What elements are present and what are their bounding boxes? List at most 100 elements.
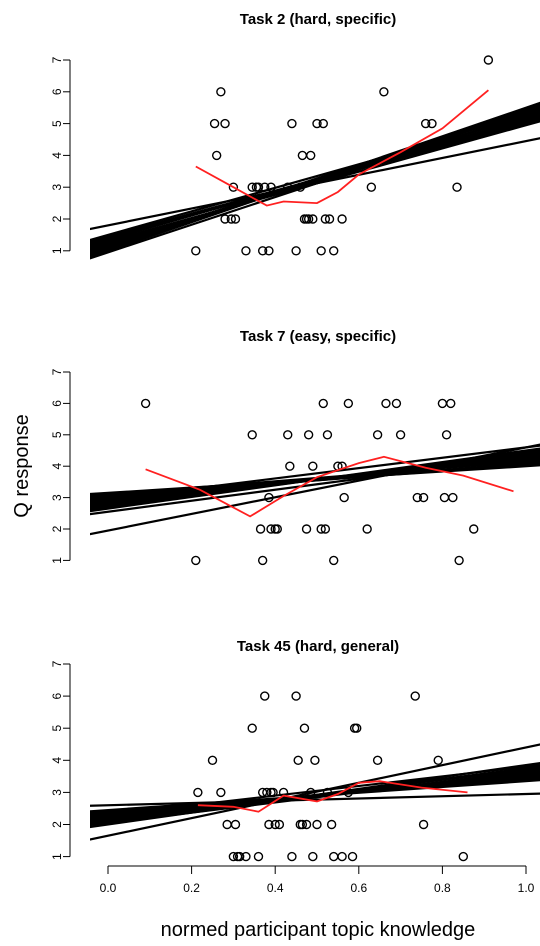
data-point [257, 246, 268, 256]
data-point [469, 524, 479, 534]
fit-lines [90, 101, 540, 260]
x-tick-label: 0.0 [100, 881, 117, 895]
y-tick-label: 1 [50, 247, 64, 254]
data-point [433, 755, 443, 765]
data-point [320, 524, 331, 534]
data-point [322, 787, 333, 798]
data-point [270, 819, 280, 830]
data-point [241, 851, 251, 862]
data-point [312, 118, 322, 129]
fit-lines [90, 743, 540, 841]
data-point [437, 398, 448, 409]
data-point [283, 182, 293, 192]
data-point [247, 182, 257, 192]
y-tick-label: 5 [50, 431, 64, 438]
data-point [454, 555, 464, 566]
data-point [326, 819, 337, 830]
data-point [318, 398, 328, 409]
x-tick-label: 0.2 [183, 881, 200, 895]
data-point [337, 851, 347, 862]
y-tick-label: 3 [50, 184, 64, 191]
data-point [379, 87, 389, 97]
data-point [287, 118, 297, 129]
data-point [347, 851, 358, 862]
data-point [211, 150, 222, 161]
data-point [308, 851, 318, 862]
data-point [228, 851, 239, 862]
data-points [140, 398, 479, 566]
data-point [268, 787, 278, 798]
data-point [253, 851, 264, 862]
data-point [260, 691, 270, 701]
y-tick-label: 3 [50, 789, 64, 796]
data-point [264, 819, 274, 830]
data-point [322, 430, 333, 440]
y-tick-label: 2 [50, 215, 64, 222]
x-axis: 0.0 0.2 0.4 0.6 0.8 1.0 [100, 865, 535, 895]
data-point [366, 182, 377, 192]
y-tick-label: 7 [50, 368, 64, 375]
data-point [272, 524, 282, 534]
data-point [226, 214, 237, 224]
y-axis: 1 2 3 4 5 6 7 [50, 660, 71, 860]
panel-1: Task 2 (hard, specific) 1 2 3 4 5 6 7 [50, 11, 540, 260]
data-point [293, 755, 303, 765]
smooth-curve [197, 780, 468, 813]
data-point [291, 691, 301, 701]
data-point [257, 555, 268, 566]
data-point [308, 461, 318, 471]
y-axis: 1 2 3 4 5 6 7 [50, 368, 71, 564]
data-point [343, 398, 354, 409]
data-point [247, 430, 257, 440]
data-point [441, 430, 452, 440]
data-point [283, 430, 293, 440]
data-point [255, 524, 266, 534]
data-point [306, 150, 316, 161]
data-point [448, 492, 458, 503]
fit-line [90, 120, 540, 248]
data-point [207, 755, 218, 765]
fit-line [90, 792, 540, 807]
data-point [427, 118, 437, 129]
data-point [329, 555, 339, 566]
data-point [410, 691, 420, 701]
y-tick-label: 2 [50, 821, 64, 828]
y-tick-label: 4 [50, 757, 64, 764]
data-point [337, 461, 347, 471]
data-point [362, 524, 372, 534]
data-point [253, 182, 264, 192]
data-point [191, 555, 201, 566]
data-point [324, 214, 335, 224]
y-tick-label: 1 [50, 853, 64, 860]
data-point [439, 492, 450, 503]
y-tick-label: 7 [50, 660, 64, 667]
panel-title: Task 2 (hard, specific) [240, 11, 396, 28]
data-point [372, 430, 383, 440]
fit-line [90, 453, 540, 516]
fit-lines [90, 443, 540, 536]
data-point [274, 819, 285, 830]
data-point [306, 787, 316, 798]
data-point [228, 182, 239, 192]
data-point [446, 398, 456, 409]
data-point [216, 87, 226, 97]
y-axis-label: Q response [11, 414, 33, 517]
data-point [301, 819, 312, 830]
y-tick-label: 7 [50, 56, 64, 63]
panel-title: Task 7 (easy, specific) [240, 328, 396, 345]
data-point [260, 182, 270, 192]
y-tick-label: 4 [50, 463, 64, 470]
panel-title: Task 45 (hard, general) [237, 638, 399, 655]
fit-line [90, 464, 540, 496]
fit-line [90, 444, 540, 503]
y-tick-label: 5 [50, 120, 64, 127]
x-tick-label: 0.4 [267, 881, 284, 895]
data-point [458, 851, 468, 862]
data-point [291, 246, 301, 256]
data-point [381, 398, 391, 409]
data-point [318, 118, 328, 129]
data-point [266, 182, 276, 192]
fit-line [90, 779, 540, 813]
